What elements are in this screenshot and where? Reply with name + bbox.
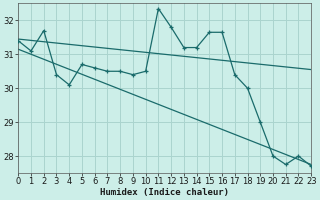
X-axis label: Humidex (Indice chaleur): Humidex (Indice chaleur)	[100, 188, 229, 197]
